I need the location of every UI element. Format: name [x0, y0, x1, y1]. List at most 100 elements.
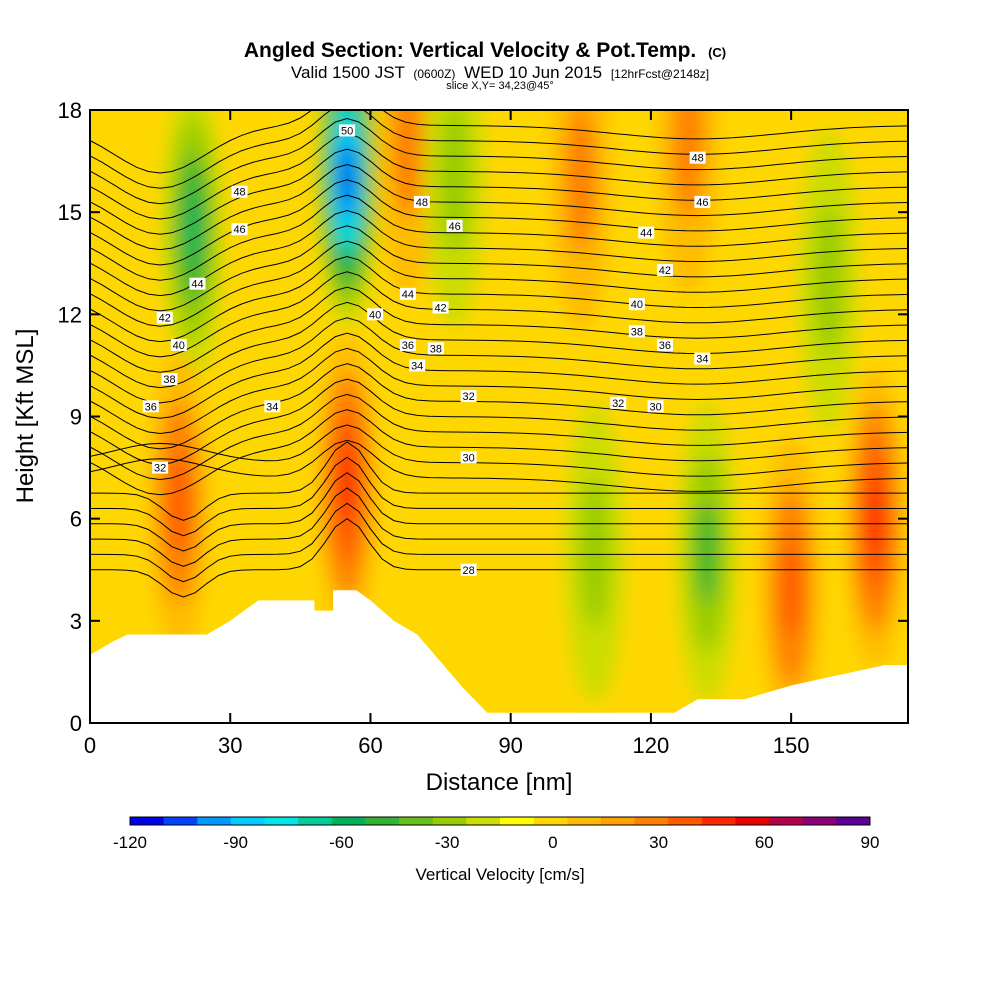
contour-label-text-24: 40 [631, 299, 643, 311]
contour-label-14: 46 [231, 223, 248, 236]
colorbar-swatch-3 [230, 817, 266, 825]
contour-label-text-29: 46 [696, 197, 708, 209]
theta-contour-25 [90, 148, 908, 235]
contour-labels: 32 30 28 34 34 34 32 32 30 36 38 40 42 44 46 48 50 48 46 44… [142, 124, 711, 577]
theta-contour-14 [90, 317, 908, 404]
contour-label-bg-28 [638, 226, 655, 239]
contour-label-24: 40 [628, 298, 645, 311]
velocity-feature-9-level-2 [697, 502, 718, 603]
contour-label-bg-5 [694, 352, 711, 365]
contour-label-text-22: 36 [402, 340, 414, 352]
contour-label-12: 42 [156, 311, 173, 325]
contour-label-bg-18 [446, 219, 463, 232]
colorbar-swatch-7 [365, 817, 400, 825]
x-tick-3: 90 [498, 110, 523, 758]
colorbar-tick-6: 60 [755, 833, 774, 852]
contour-label-text-13: 44 [191, 279, 203, 291]
contour-label-0: 32 [152, 461, 169, 475]
theta-contour-16 [90, 286, 908, 373]
colorbar-swatch-18 [735, 817, 770, 825]
x-tick-2: 60 [358, 110, 383, 758]
chart-subtitle: Valid 1500 JST (0600Z) WED 10 Jun 2015 [… [291, 63, 709, 82]
x-tick-5: 150 [773, 110, 810, 758]
y-tick-1: 3 [70, 609, 908, 634]
velocity-feature-8-level-1 [673, 110, 704, 220]
contour-label-bg-25 [628, 325, 645, 338]
contour-label-23: 38 [427, 342, 444, 355]
theta-contour-17 [90, 271, 908, 358]
slice-label: slice X,Y= 34,23@45° [446, 80, 554, 92]
colorbar-frame [129, 816, 871, 826]
contour-label-text-10: 38 [163, 374, 175, 386]
y-tick-label-6: 18 [58, 98, 82, 123]
contour-label-bg-24 [628, 298, 645, 311]
contour-label-text-7: 32 [612, 398, 624, 410]
terrain [90, 590, 908, 723]
contour-label-bg-1 [460, 451, 477, 464]
contour-label-bg-22 [399, 338, 416, 351]
contour-label-4: 34 [409, 359, 426, 372]
theta-contour-2 [90, 487, 908, 567]
velocity-feature-3-level-3 [339, 447, 355, 523]
velocity-feature-2-level-7 [343, 159, 351, 197]
y-tick-0: 0 [70, 711, 908, 736]
theta-contour-8 [90, 409, 908, 496]
theta-contour-19 [90, 240, 908, 327]
contour-label-bg-26 [656, 338, 673, 351]
y-tick-label-0: 0 [70, 711, 82, 736]
y-tick-4: 12 [58, 302, 908, 327]
x-tick-label-4: 120 [633, 733, 670, 758]
x-tick-label-3: 90 [498, 733, 522, 758]
contour-label-16: 50 [339, 124, 356, 137]
contour-label-bg-17 [413, 195, 430, 208]
contour-label-bg-3 [264, 400, 281, 413]
colorbar-tick-0: -120 [113, 833, 147, 852]
colorbar-swatch-8 [399, 817, 434, 825]
colorbar-tick-3: -30 [435, 833, 460, 852]
theta-contour-0 [90, 518, 908, 598]
contour-label-18: 46 [446, 219, 463, 233]
contour-label-text-30: 48 [692, 153, 704, 165]
theta-contour-20 [90, 225, 908, 312]
theta-contour-3 [90, 472, 908, 552]
contour-label-text-16: 50 [341, 125, 353, 137]
contour-label-text-23: 38 [430, 343, 442, 355]
contour-label-6: 32 [460, 390, 477, 403]
colorbar-swatch-2 [197, 817, 232, 825]
velocity-feature-6-level-1 [565, 110, 596, 254]
colorbar: -120 -90 -60 -30 0 30 60 90 [113, 816, 879, 852]
contour-label-bg-20 [432, 301, 449, 314]
contour-label-text-0: 32 [154, 463, 166, 475]
theta-contour-22 [90, 194, 908, 281]
colorbar-swatch-21 [836, 817, 871, 825]
colorbar-swatch-16 [668, 817, 703, 825]
y-tick-6: 18 [58, 98, 908, 123]
y-tick-label-5: 15 [58, 200, 82, 225]
contour-label-15: 48 [231, 185, 248, 199]
contour-label-bg-12 [156, 311, 173, 324]
contour-label-10: 38 [161, 373, 178, 386]
contour-label-bg-15 [231, 185, 248, 198]
contour-label-bg-23 [427, 342, 444, 355]
contour-label-bg-10 [161, 373, 178, 386]
contour-label-21: 40 [367, 308, 384, 321]
contour-label-bg-0 [152, 461, 169, 474]
colorbar-tick-5: 30 [649, 833, 668, 852]
contour-label-27: 42 [656, 264, 673, 277]
x-axis-ticks: 0 30 60 90 120 150 [84, 110, 810, 758]
theta-contour-24 [90, 163, 908, 251]
colorbar-swatch-13 [567, 817, 602, 825]
velocity-feature-7-level-1 [579, 477, 610, 628]
contour-label-bg-4 [409, 359, 426, 372]
colorbar-swatch-14 [600, 817, 636, 825]
theta-contour-9 [90, 393, 908, 481]
chart-title: Angled Section: Vertical Velocity & Pot.… [244, 39, 726, 62]
x-tick-label-0: 0 [84, 733, 96, 758]
x-tick-0: 0 [84, 110, 96, 758]
contour-label-1: 30 [460, 451, 477, 464]
contour-label-7: 32 [610, 396, 627, 410]
contour-label-9: 36 [142, 400, 159, 413]
theta-contour-21 [90, 209, 908, 297]
theta-contour-11 [90, 363, 908, 450]
contour-label-bg-27 [656, 264, 673, 277]
